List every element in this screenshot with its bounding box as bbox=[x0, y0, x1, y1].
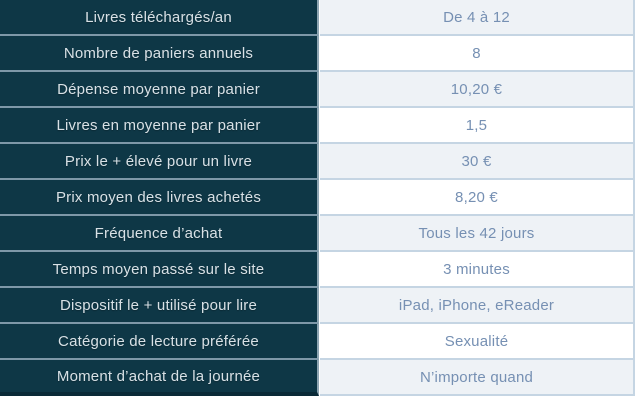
row-value: De 4 à 12 bbox=[320, 0, 635, 36]
table-row: Prix le + élevé pour un livre 30 € bbox=[0, 144, 635, 180]
row-value: Tous les 42 jours bbox=[320, 216, 635, 252]
row-label: Catégorie de lecture préférée bbox=[0, 324, 319, 360]
row-value: N’importe quand bbox=[320, 360, 635, 396]
row-label: Prix le + élevé pour un livre bbox=[0, 144, 319, 180]
row-value: 8 bbox=[320, 36, 635, 72]
table-row: Catégorie de lecture préférée Sexualité bbox=[0, 324, 635, 360]
row-label: Dispositif le + utilisé pour lire bbox=[0, 288, 319, 324]
row-value: Sexualité bbox=[320, 324, 635, 360]
table-row: Temps moyen passé sur le site 3 minutes bbox=[0, 252, 635, 288]
row-value: 10,20 € bbox=[320, 72, 635, 108]
row-value: iPad, iPhone, eReader bbox=[320, 288, 635, 324]
stats-table: Livres téléchargés/an De 4 à 12 Nombre d… bbox=[0, 0, 635, 396]
row-value: 30 € bbox=[320, 144, 635, 180]
row-value: 8,20 € bbox=[320, 180, 635, 216]
row-label: Livres téléchargés/an bbox=[0, 0, 319, 36]
table-row: Livres téléchargés/an De 4 à 12 bbox=[0, 0, 635, 36]
row-label: Moment d’achat de la journée bbox=[0, 360, 319, 396]
row-label: Livres en moyenne par panier bbox=[0, 108, 319, 144]
row-label: Prix moyen des livres achetés bbox=[0, 180, 319, 216]
row-label: Temps moyen passé sur le site bbox=[0, 252, 319, 288]
table-row: Moment d’achat de la journée N’importe q… bbox=[0, 360, 635, 396]
row-value: 1,5 bbox=[320, 108, 635, 144]
table-row: Fréquence d’achat Tous les 42 jours bbox=[0, 216, 635, 252]
table-row: Dépense moyenne par panier 10,20 € bbox=[0, 72, 635, 108]
table-row: Livres en moyenne par panier 1,5 bbox=[0, 108, 635, 144]
table-row: Prix moyen des livres achetés 8,20 € bbox=[0, 180, 635, 216]
table-row: Nombre de paniers annuels 8 bbox=[0, 36, 635, 72]
row-label: Nombre de paniers annuels bbox=[0, 36, 319, 72]
row-label: Fréquence d’achat bbox=[0, 216, 319, 252]
row-value: 3 minutes bbox=[320, 252, 635, 288]
row-label: Dépense moyenne par panier bbox=[0, 72, 319, 108]
table-row: Dispositif le + utilisé pour lire iPad, … bbox=[0, 288, 635, 324]
